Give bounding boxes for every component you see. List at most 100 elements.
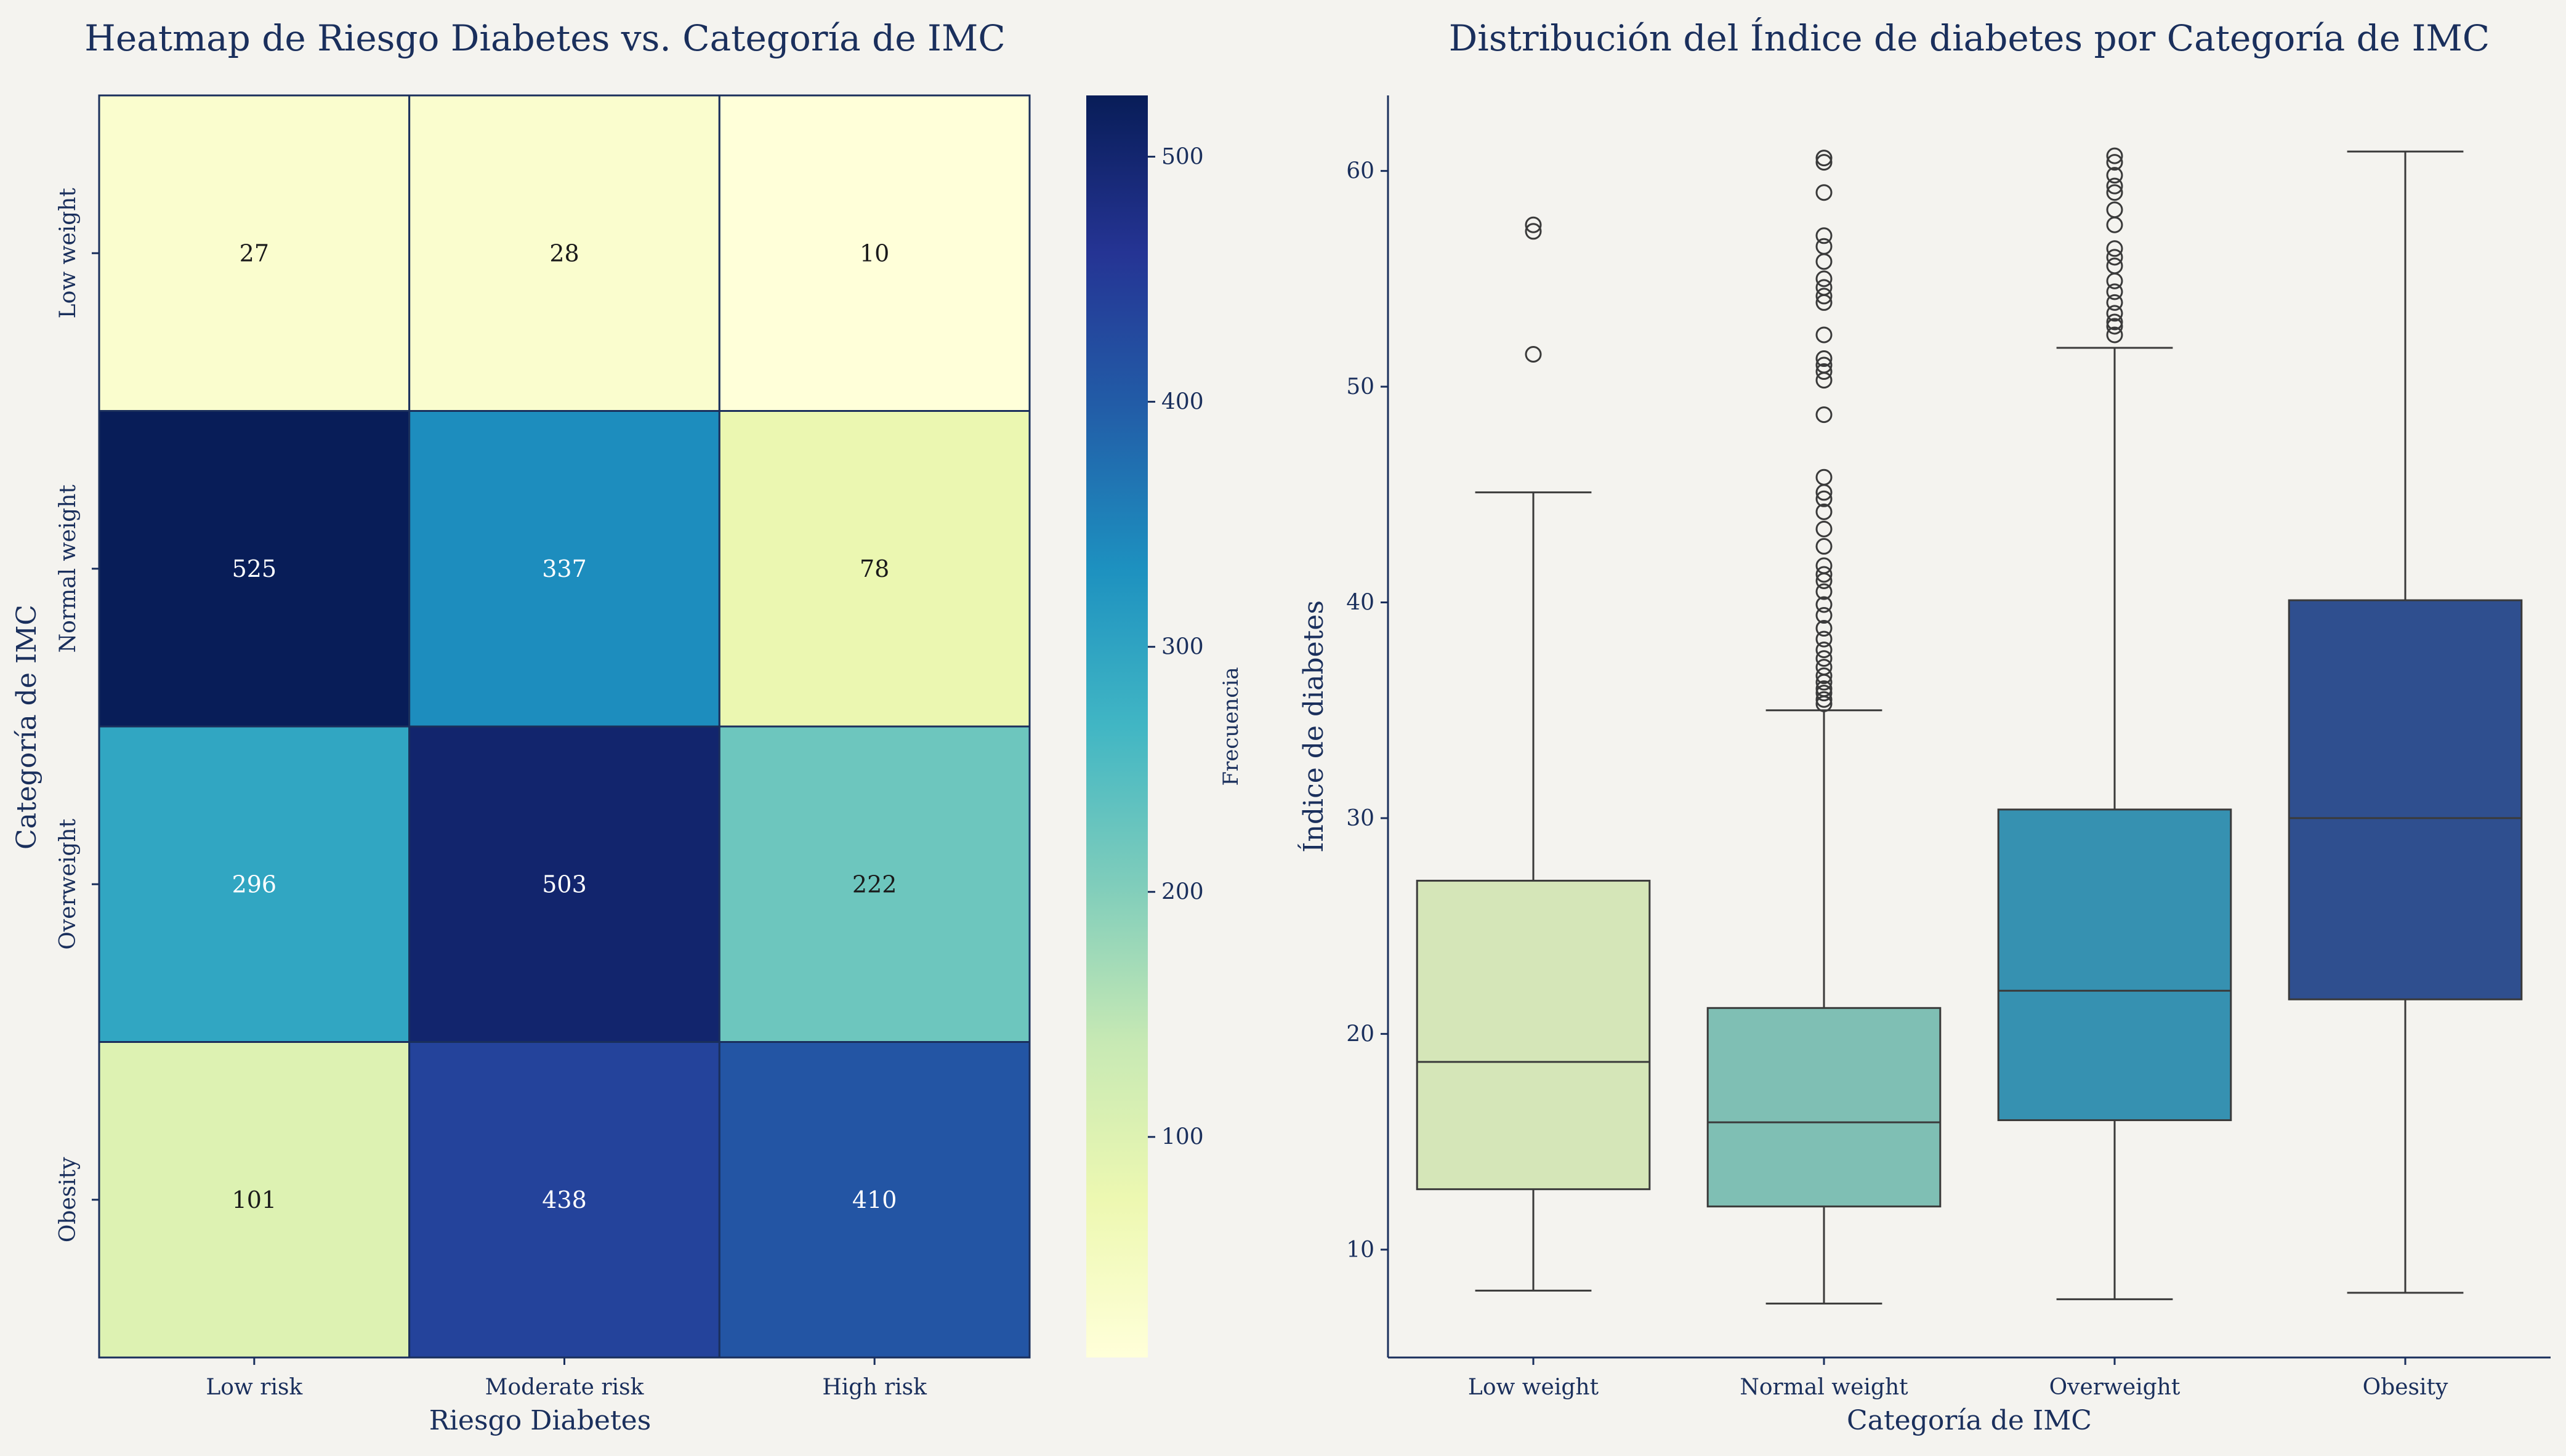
boxplot-y-tick-label: 40 xyxy=(1346,590,1374,616)
heatmap-y-tick-label: Overweight xyxy=(55,818,81,949)
boxplot-x-tick-label: Overweight xyxy=(2049,1375,2181,1400)
boxplot-x-ticks: Low weight Normal weight Overweight Obesity xyxy=(1468,1357,2448,1400)
box-outlier xyxy=(1815,583,1833,600)
heatmap-colorbar: 100 200 300 400 500 Frecuencia xyxy=(1086,95,1243,1357)
heatmap-cell-label: 410 xyxy=(852,1186,897,1213)
box-outlier xyxy=(1815,363,1833,380)
box-outlier xyxy=(1815,520,1833,537)
box-outlier xyxy=(1815,691,1833,708)
box-outlier xyxy=(2106,283,2123,300)
box-outlier xyxy=(1815,150,1833,167)
box-outlier xyxy=(1525,223,1542,240)
colorbar-label: Frecuencia xyxy=(1219,667,1243,786)
boxplot-title: Distribución del Índice de diabetes por … xyxy=(1449,17,2490,59)
box-outlier xyxy=(1815,566,1833,583)
box-iqr xyxy=(1416,880,1651,1191)
heatmap-y-ticks: Low weight Normal weight Overweight Obesity xyxy=(55,188,99,1242)
box-outlier xyxy=(1815,503,1833,520)
heatmap-cell-low-weight-high-risk xyxy=(718,94,1031,412)
box-outlier xyxy=(1815,490,1833,507)
heatmap-y-tick-label: Obesity xyxy=(55,1157,81,1242)
box-outlier xyxy=(1815,642,1833,659)
box-iqr xyxy=(1706,1007,1942,1208)
heatmap-cell-overweight-low-risk xyxy=(98,725,411,1043)
heatmap-x-ticks: Low risk Moderate risk High risk xyxy=(206,1357,927,1400)
box-outlier xyxy=(1815,650,1833,667)
boxplot-y-axis-label: Índice de diabetes xyxy=(1297,600,1329,853)
heatmap-y-tick-label: Low weight xyxy=(55,188,81,319)
heatmap-cell-label: 10 xyxy=(860,239,889,267)
box-outlier xyxy=(2106,201,2123,219)
heatmap-y-axis-label: Categoría de IMC xyxy=(11,605,42,850)
box-outlier xyxy=(2106,318,2123,335)
boxplot-boxes xyxy=(1416,147,2523,1305)
box-outlier xyxy=(2106,257,2123,275)
box-outlier xyxy=(2106,184,2123,201)
box-outlier xyxy=(2106,177,2123,195)
box-outlier xyxy=(2106,240,2123,257)
heatmap-cell-normal-weight-low-risk xyxy=(98,410,411,728)
heatmap-cell-label: 438 xyxy=(542,1186,587,1213)
box-outlier xyxy=(1815,154,1833,171)
heatmap-y-tick-label: Normal weight xyxy=(55,485,81,653)
heatmap-cell-obesity-high-risk xyxy=(718,1041,1031,1359)
boxplot-y-tick-label: 30 xyxy=(1346,806,1374,831)
box-outlier xyxy=(2106,147,2123,164)
heatmap-cell-normal-weight-high-risk xyxy=(718,410,1031,728)
heatmap-cell-low-weight-low-risk xyxy=(98,94,411,412)
boxplot-y-tick-label: 20 xyxy=(1346,1021,1374,1047)
boxplot-chart: Distribución del Índice de diabetes por … xyxy=(1297,17,2551,1436)
heatmap-cells: 27 28 10 525 337 78 296 503 222 101 438 410 xyxy=(98,94,1031,1359)
heatmap-x-tick-label: Low risk xyxy=(206,1375,303,1400)
box-outlier xyxy=(1815,326,1833,344)
box-obesity xyxy=(2288,150,2523,1294)
boxplot-y-tick-label: 10 xyxy=(1346,1237,1374,1263)
heatmap-x-tick-label: High risk xyxy=(822,1375,927,1400)
box-iqr xyxy=(1997,808,2232,1122)
box-outlier xyxy=(1525,216,1542,233)
colorbar-gradient xyxy=(1086,95,1148,1357)
box-outlier xyxy=(2106,313,2123,331)
colorbar-ticks: 100 200 300 400 500 xyxy=(1148,145,1204,1150)
box-outlier xyxy=(1815,406,1833,424)
boxplot-x-tick-label: Low weight xyxy=(1468,1375,1599,1400)
heatmap-title: Heatmap de Riesgo Diabetes vs. Categoría… xyxy=(84,17,1005,59)
box-normal-weight xyxy=(1706,150,1942,1305)
boxplot-x-tick-label: Obesity xyxy=(2363,1375,2448,1400)
box-iqr xyxy=(2288,599,2523,1000)
heatmap-cell-label: 503 xyxy=(542,871,587,898)
heatmap-x-tick-label: Moderate risk xyxy=(485,1375,645,1400)
box-outlier xyxy=(1815,350,1833,368)
box-outlier xyxy=(1815,607,1833,624)
colorbar-tick-label: 400 xyxy=(1161,390,1204,415)
box-outlier xyxy=(1815,680,1833,698)
heatmap-cell-label: 28 xyxy=(549,239,579,267)
box-outlier xyxy=(1815,279,1833,296)
box-low-weight xyxy=(1416,216,1651,1292)
box-outlier xyxy=(1815,659,1833,676)
box-outlier xyxy=(2106,249,2123,266)
box-outlier xyxy=(1815,667,1833,685)
box-outlier xyxy=(1815,356,1833,374)
box-outlier xyxy=(1815,288,1833,305)
heatmap-cell-low-weight-moderate-risk xyxy=(408,94,720,412)
heatmap-cell-label: 296 xyxy=(232,871,277,898)
heatmap-cell-obesity-low-risk xyxy=(98,1041,411,1359)
box-outlier xyxy=(1815,270,1833,288)
colorbar-tick-label: 100 xyxy=(1161,1125,1204,1150)
box-outlier xyxy=(1815,557,1833,574)
boxplot-y-ticks: 10 20 30 40 50 60 xyxy=(1346,159,1388,1263)
boxplot-y-tick-label: 60 xyxy=(1346,159,1374,184)
heatmap-cell-label: 27 xyxy=(240,239,269,267)
box-outlier xyxy=(1815,596,1833,613)
heatmap-x-axis-label: Riesgo Diabetes xyxy=(429,1405,652,1436)
box-outlier xyxy=(1525,346,1542,363)
colorbar-tick-label: 200 xyxy=(1161,880,1204,905)
colorbar-tick-label: 500 xyxy=(1161,145,1204,170)
heatmap-cell-overweight-high-risk xyxy=(718,725,1031,1043)
colorbar-tick-label: 300 xyxy=(1161,635,1204,660)
heatmap-cell-label: 222 xyxy=(852,871,897,898)
box-outlier xyxy=(2106,294,2123,311)
box-outlier xyxy=(2106,167,2123,184)
